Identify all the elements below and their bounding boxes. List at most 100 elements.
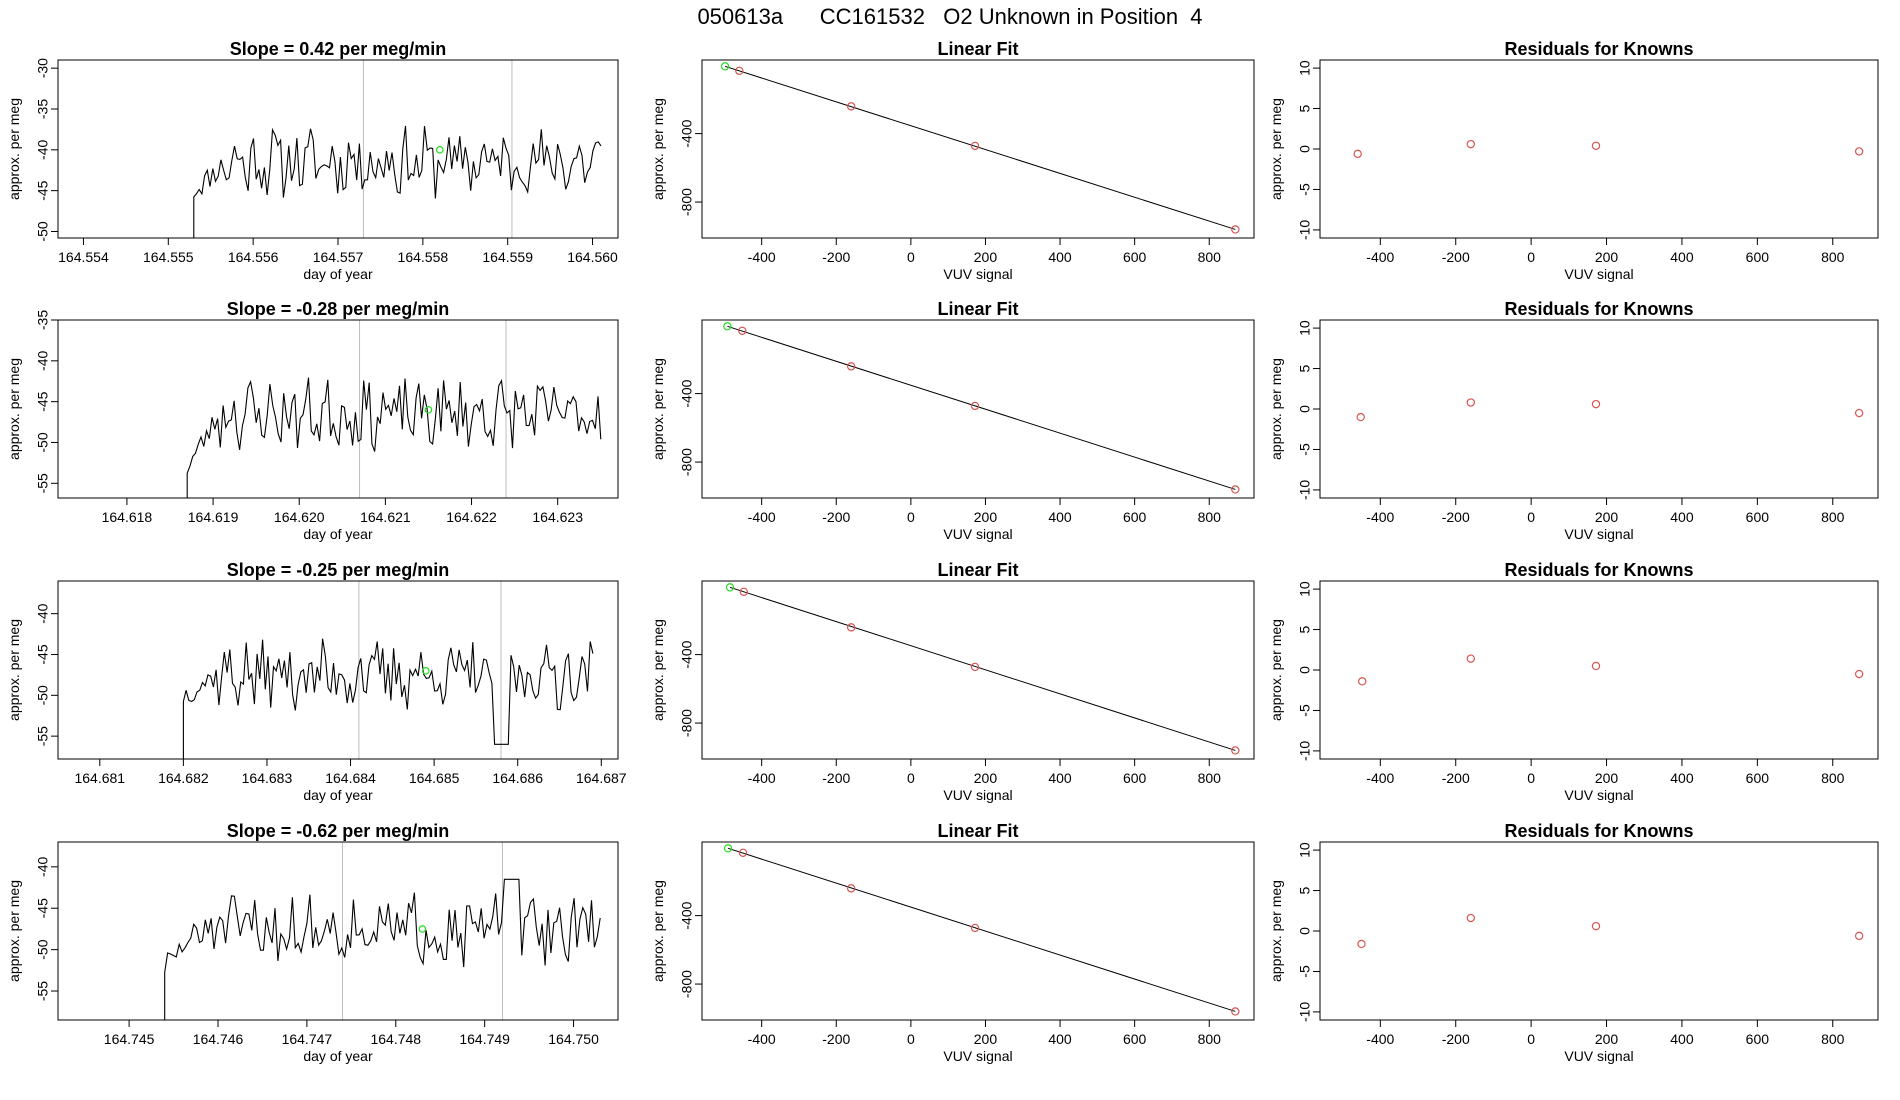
y-tick-label: 0 — [1297, 927, 1313, 935]
y-tick-label: -10 — [1297, 741, 1313, 761]
known-point — [1231, 746, 1240, 755]
y-tick-label: -55 — [35, 726, 51, 746]
x-tick-label: -400 — [1366, 770, 1394, 786]
unknown-point — [436, 146, 444, 154]
residual-point — [1353, 149, 1362, 159]
x-tick-label: 600 — [1123, 1031, 1147, 1047]
x-tick-label: -400 — [1366, 249, 1394, 265]
plot-area — [720, 62, 1240, 234]
residual-point — [1854, 669, 1864, 679]
y-tick-label: -5 — [1297, 965, 1313, 978]
residual-point — [1357, 939, 1366, 949]
y-axis-label: approx. per meg — [6, 619, 22, 721]
y-tick-label: 5 — [1297, 104, 1313, 112]
residual-point — [1356, 412, 1365, 422]
x-tick-label: 400 — [1670, 249, 1694, 265]
x-tick-label: 200 — [1595, 1031, 1619, 1047]
x-tick-label: 800 — [1821, 770, 1845, 786]
x-tick-label: -200 — [1442, 249, 1470, 265]
y-axis-label: approx. per meg — [6, 358, 22, 460]
y-tick-label: 10 — [1297, 60, 1313, 76]
y-tick-label: 10 — [1297, 842, 1313, 858]
panel-frame — [1319, 841, 1879, 1021]
known-point — [970, 401, 980, 411]
y-axis-label: approx. per meg — [650, 880, 666, 982]
known-point — [846, 884, 856, 893]
panel-title: Slope = -0.25 per meg/min — [227, 560, 450, 580]
known-point — [846, 102, 856, 111]
panel-frame — [701, 59, 1255, 239]
x-tick-label: 164.749 — [459, 1031, 510, 1047]
panel-residuals-row-2: Residuals for Knowns -400 -200 0 200 400 600 80… — [1268, 299, 1879, 542]
x-tick-label: 600 — [1746, 1031, 1770, 1047]
x-tick-label: 164.686 — [492, 770, 543, 786]
y-tick-label: -40 — [35, 603, 51, 623]
x-tick-label: 400 — [1670, 1031, 1694, 1047]
y-axis-label: approx. per meg — [650, 98, 666, 200]
x-tick-label: 0 — [1527, 509, 1535, 525]
residual-point — [1591, 141, 1601, 150]
unknown-point — [725, 583, 735, 592]
x-tick-label: 600 — [1746, 509, 1770, 525]
x-tick-label: 164.555 — [143, 249, 194, 265]
x-axis-label: VUV signal — [1564, 266, 1633, 282]
x-tick-label: 164.682 — [158, 770, 209, 786]
plot-area — [58, 60, 602, 238]
known-point — [970, 923, 980, 933]
x-tick-label: 0 — [1527, 770, 1535, 786]
y-tick-label: -400 — [679, 119, 695, 147]
x-axis-label: day of year — [303, 1048, 373, 1064]
y-tick-label: -40 — [35, 857, 51, 877]
residual-point — [1854, 931, 1864, 941]
panel-residuals-row-4: Residuals for Knowns -400 -200 0 200 400 600 80… — [1268, 821, 1879, 1064]
x-tick-label: -400 — [748, 770, 776, 786]
x-tick-label: 164.746 — [193, 1031, 244, 1047]
x-tick-label: 800 — [1198, 770, 1222, 786]
panel-time-row-3: Slope = -0.25 per meg/min 164.681 164.682 1… — [6, 560, 627, 803]
y-tick-label: -30 — [35, 58, 51, 78]
x-tick-label: 0 — [907, 249, 915, 265]
unknown-point — [723, 322, 732, 331]
signal-series-line — [58, 878, 601, 1020]
x-tick-label: -400 — [748, 509, 776, 525]
y-tick-label: -800 — [679, 188, 695, 216]
panel-time-row-2: Slope = -0.28 per meg/min 164.618 164.619 1… — [6, 299, 619, 542]
panel-title: Residuals for Knowns — [1504, 39, 1693, 59]
x-tick-label: 164.622 — [446, 509, 497, 525]
y-axis-label: approx. per meg — [650, 358, 666, 460]
x-tick-label: 200 — [974, 509, 998, 525]
y-tick-label: 0 — [1297, 666, 1313, 674]
known-point — [1231, 485, 1240, 494]
x-tick-label: 164.618 — [102, 509, 153, 525]
y-axis-label: approx. per meg — [650, 619, 666, 721]
x-tick-label: -200 — [1442, 1031, 1470, 1047]
panel-title: Slope = -0.62 per meg/min — [227, 821, 450, 841]
panel-title: Residuals for Knowns — [1504, 821, 1693, 841]
panel-fit-row-4: Linear Fit -400 -200 0 200 400 600 800 -800 -400 V… — [650, 821, 1255, 1064]
x-tick-label: 200 — [1595, 249, 1619, 265]
y-tick-label: -45 — [35, 898, 51, 918]
x-axis-label: VUV signal — [943, 1048, 1012, 1064]
x-tick-label: 200 — [974, 770, 998, 786]
y-axis-label: approx. per meg — [1268, 98, 1284, 200]
x-tick-label: 600 — [1123, 509, 1147, 525]
y-tick-label: -55 — [35, 473, 51, 493]
y-tick-label: -800 — [679, 448, 695, 476]
x-axis-label: day of year — [303, 787, 373, 803]
plot-area — [1353, 139, 1864, 159]
known-point — [970, 662, 980, 672]
x-axis-label: VUV signal — [943, 787, 1012, 803]
x-tick-label: 400 — [1048, 770, 1072, 786]
plot-area — [58, 320, 602, 498]
panel-frame — [701, 319, 1255, 499]
x-tick-label: 400 — [1670, 770, 1694, 786]
y-tick-label: -5 — [1297, 443, 1313, 456]
x-tick-label: 164.558 — [398, 249, 449, 265]
unknown-point — [418, 925, 427, 933]
x-tick-label: 164.560 — [567, 249, 618, 265]
y-tick-label: -45 — [35, 391, 51, 411]
y-tick-label: -10 — [1297, 220, 1313, 240]
plot-area — [725, 583, 1240, 755]
y-axis-label: approx. per meg — [1268, 619, 1284, 721]
